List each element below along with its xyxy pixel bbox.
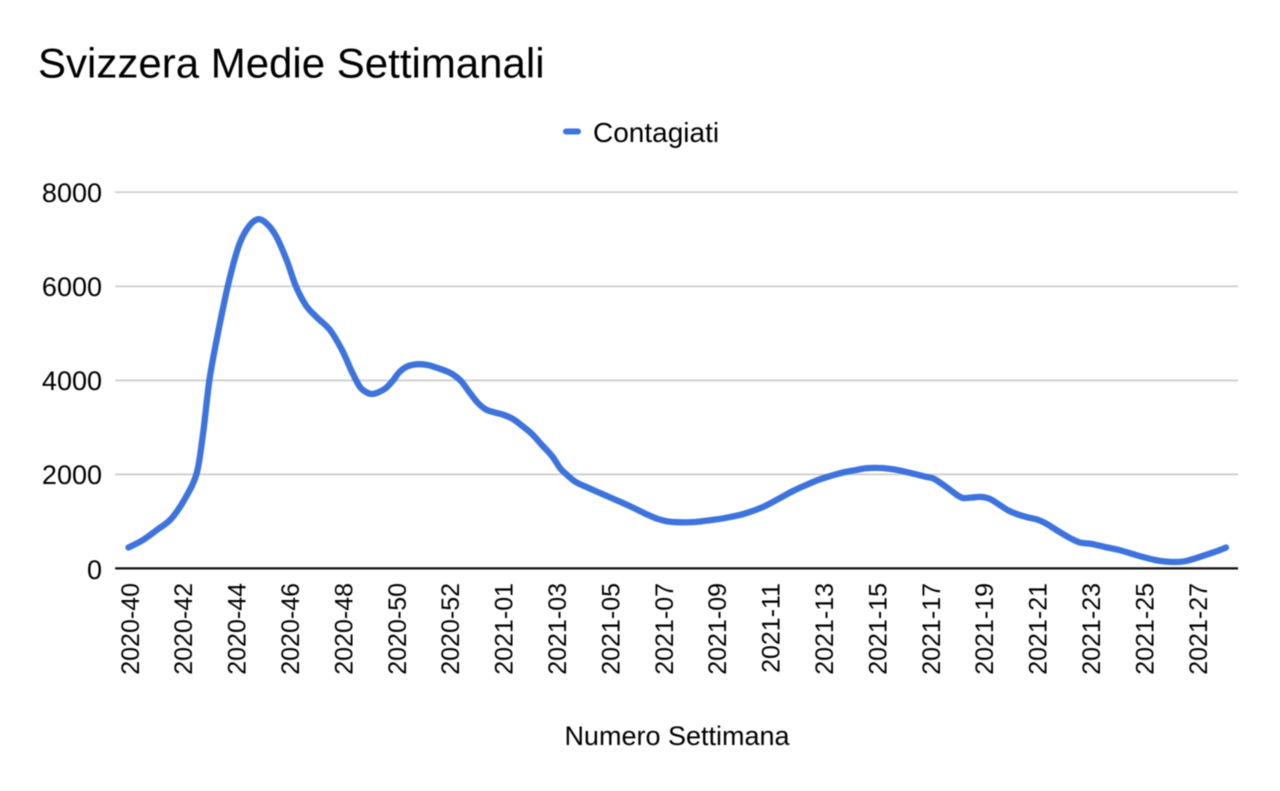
svg-text:2021-13: 2021-13	[811, 583, 839, 675]
svg-text:2021-23: 2021-23	[1078, 583, 1106, 675]
svg-text:2020-52: 2020-52	[437, 583, 465, 675]
svg-text:Numero Settimana: Numero Settimana	[564, 721, 790, 751]
svg-text:4000: 4000	[42, 366, 102, 396]
svg-text:2000: 2000	[42, 460, 102, 490]
svg-text:2021-07: 2021-07	[651, 583, 679, 675]
svg-text:6000: 6000	[42, 272, 102, 302]
svg-text:0: 0	[87, 555, 102, 585]
svg-text:2021-05: 2021-05	[597, 583, 625, 675]
svg-text:2021-03: 2021-03	[544, 583, 572, 675]
svg-text:2021-15: 2021-15	[864, 583, 892, 675]
svg-text:2021-11: 2021-11	[758, 583, 786, 673]
svg-text:2020-48: 2020-48	[330, 583, 358, 675]
svg-text:2020-40: 2020-40	[117, 583, 145, 675]
svg-text:2020-46: 2020-46	[277, 583, 305, 675]
svg-text:2021-27: 2021-27	[1185, 583, 1213, 675]
svg-text:2021-17: 2021-17	[918, 583, 946, 675]
svg-text:Contagiati: Contagiati	[593, 117, 719, 148]
svg-text:2020-50: 2020-50	[384, 583, 412, 675]
svg-text:2021-19: 2021-19	[971, 583, 999, 675]
svg-text:2021-09: 2021-09	[704, 583, 732, 675]
svg-text:8000: 8000	[42, 178, 102, 208]
svg-text:Svizzera Medie Settimanali: Svizzera Medie Settimanali	[38, 40, 545, 87]
svg-text:2020-42: 2020-42	[170, 583, 198, 675]
svg-text:2021-25: 2021-25	[1131, 583, 1159, 675]
svg-text:2020-44: 2020-44	[224, 583, 252, 675]
svg-text:2021-01: 2021-01	[491, 583, 519, 675]
svg-text:2021-21: 2021-21	[1025, 583, 1053, 675]
